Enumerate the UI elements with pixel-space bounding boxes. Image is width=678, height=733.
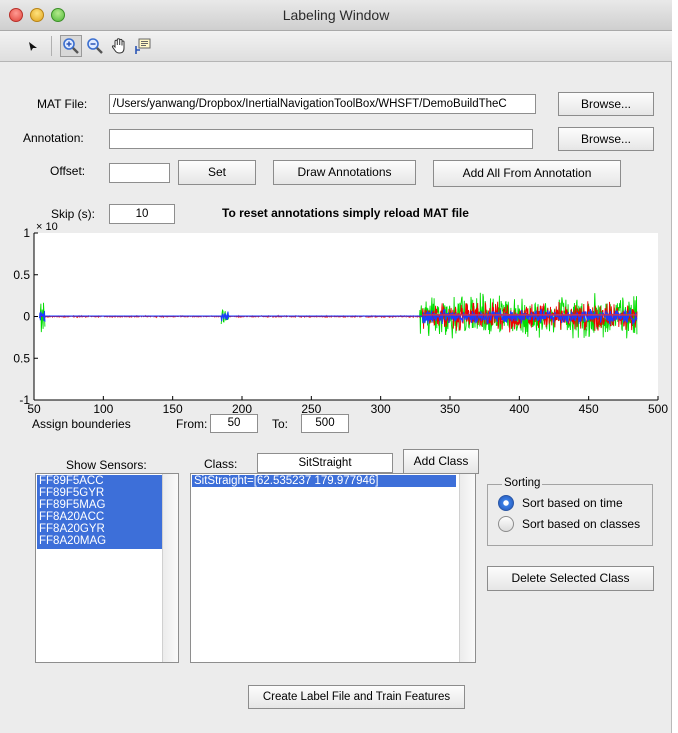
signal-chart[interactable]: 50 100 150 200 250 300 350 400 450 500 1 0.5 0 0.5 -1 ×…	[0, 222, 672, 432]
create-label-file-button[interactable]: Create Label File and Train Features	[248, 685, 465, 709]
toolbar-separator	[51, 36, 52, 56]
to-field[interactable]: 500	[301, 414, 349, 433]
sort-by-time-radio[interactable]	[498, 495, 514, 511]
sensor-item[interactable]: FF89F5GYR	[39, 487, 105, 499]
signal-trace	[421, 301, 638, 333]
class-list-scrollbar[interactable]	[459, 474, 475, 662]
add-all-from-annotation-button[interactable]: Add All From Annotation	[433, 160, 621, 187]
zoom-in-icon[interactable]	[60, 35, 82, 57]
boundaries-label: Assign bounderies	[32, 417, 131, 431]
skip-label: Skip (s):	[51, 207, 96, 221]
pan-hand-icon[interactable]	[108, 35, 130, 57]
class-listbox[interactable]: SitStraight=[62.535237 179.977946]	[190, 473, 476, 663]
x-tick-label: 250	[301, 402, 321, 416]
x-tick-label: 100	[93, 402, 113, 416]
sorting-legend: Sorting	[502, 477, 543, 489]
x-tick-label: 200	[232, 402, 252, 416]
sensor-item[interactable]: FF89F5ACC	[39, 475, 104, 487]
show-sensors-label: Show Sensors:	[66, 458, 147, 472]
window-title: Labeling Window	[282, 7, 390, 23]
signal-trace	[38, 310, 46, 322]
y-tick-label: -1	[19, 393, 30, 407]
zoom-out-icon[interactable]	[84, 35, 106, 57]
x-tick-label: 500	[648, 402, 668, 416]
zoom-window-button[interactable]	[51, 8, 65, 22]
sensors-scrollbar[interactable]	[162, 474, 178, 662]
annotation-label: Annotation:	[23, 131, 84, 145]
figure-toolbar	[0, 31, 672, 62]
sensor-item[interactable]: FF8A20MAG	[39, 535, 107, 547]
class-name-field[interactable]: SitStraight	[257, 453, 393, 473]
sensor-item[interactable]: FF8A20GYR	[39, 523, 105, 535]
y-tick-label: 1	[23, 226, 30, 240]
from-field[interactable]: 50	[210, 414, 258, 433]
sort-by-classes-label[interactable]: Sort based on classes	[522, 517, 641, 531]
mat-file-field[interactable]: /Users/yanwang/Dropbox/InertialNavigatio…	[109, 94, 536, 114]
close-window-button[interactable]	[9, 8, 23, 22]
reset-hint: To reset annotations simply reload MAT f…	[222, 206, 469, 220]
class-label: Class:	[204, 457, 238, 471]
data-cursor-icon[interactable]	[132, 35, 154, 57]
sort-by-classes-radio[interactable]	[498, 516, 514, 532]
annotation-browse-button[interactable]: Browse...	[558, 127, 654, 151]
draw-annotations-button[interactable]: Draw Annotations	[273, 160, 416, 185]
minimize-window-button[interactable]	[30, 8, 44, 22]
annotation-field[interactable]	[109, 129, 533, 149]
y-tick-label: 0	[23, 310, 30, 324]
signal-trace	[220, 311, 230, 322]
offset-field[interactable]	[109, 163, 170, 183]
x-tick-label: 400	[509, 402, 529, 416]
title-bar: Labeling Window	[0, 0, 672, 31]
add-class-button[interactable]: Add Class	[403, 449, 479, 474]
x-tick-label: 50	[27, 402, 41, 416]
x-tick-label: 150	[163, 402, 183, 416]
pointer-arrow-icon[interactable]	[22, 35, 44, 57]
delete-selected-class-button[interactable]: Delete Selected Class	[487, 566, 654, 591]
mat-file-browse-button[interactable]: Browse...	[558, 92, 654, 116]
x-tick-label: 350	[440, 402, 460, 416]
set-offset-button[interactable]: Set	[178, 160, 256, 185]
from-label: From:	[176, 417, 208, 431]
skip-field[interactable]: 10	[109, 204, 175, 224]
sensor-item[interactable]: FF89F5MAG	[39, 499, 106, 511]
offset-label: Offset:	[50, 164, 86, 178]
y-tick-label: 0.5	[13, 268, 30, 282]
mat-file-label: MAT File:	[37, 97, 88, 111]
x-tick-label: 450	[579, 402, 599, 416]
sensors-selection: FF89F5ACC FF89F5GYR FF89F5MAG FF8A20ACC FF8A…	[37, 475, 162, 549]
class-list-item[interactable]: SitStraight=[62.535237 179.977946]	[192, 475, 456, 487]
x-tick-label: 300	[371, 402, 391, 416]
sensor-item[interactable]: FF8A20ACC	[39, 511, 105, 523]
y-tick-label: 0.5	[13, 351, 30, 365]
sort-by-time-label[interactable]: Sort based on time	[522, 496, 623, 510]
sorting-group: Sorting Sort based on time Sort based on…	[487, 477, 653, 546]
y-exponent-label: × 10	[36, 222, 58, 233]
sensors-listbox[interactable]: FF89F5ACC FF89F5GYR FF89F5MAG FF8A20ACC FF8A…	[35, 473, 179, 663]
to-label: To:	[272, 417, 289, 431]
